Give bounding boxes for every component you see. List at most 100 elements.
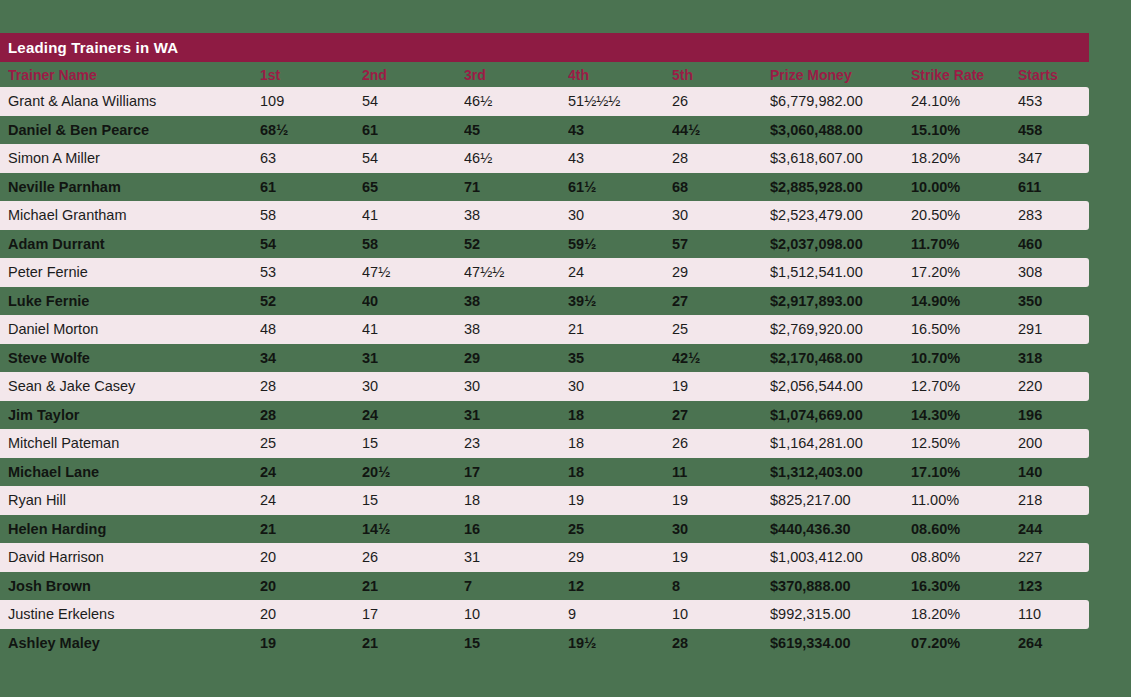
table-row: Michael Grantham5841383030$2,523,479.002… (0, 201, 1089, 230)
cell-third: 38 (464, 293, 568, 309)
cell-first: 28 (260, 407, 362, 423)
cell-fifth: 8 (672, 578, 770, 594)
cell-first: 19 (260, 635, 362, 651)
cell-third: 46½ (464, 93, 568, 109)
cell-fifth: 42½ (672, 350, 770, 366)
cell-first: 109 (260, 93, 362, 109)
cell-first: 58 (260, 207, 362, 223)
cell-prize-money: $2,037,098.00 (770, 236, 911, 252)
cell-prize-money: $3,618,607.00 (770, 150, 911, 166)
cell-third: 15 (464, 635, 568, 651)
cell-fourth: 59½ (568, 236, 672, 252)
cell-trainer-name: Michael Grantham (8, 207, 260, 223)
cell-strike-rate: 08.80% (911, 549, 1018, 565)
cell-prize-money: $3,060,488.00 (770, 122, 911, 138)
cell-fifth: 11 (672, 464, 770, 480)
cell-fourth: 35 (568, 350, 672, 366)
cell-first: 53 (260, 264, 362, 280)
cell-prize-money: $992,315.00 (770, 606, 911, 622)
cell-first: 54 (260, 236, 362, 252)
cell-prize-money: $1,512,541.00 (770, 264, 911, 280)
page-background: { "page": { "background_color": "#4b7351… (0, 0, 1131, 697)
cell-first: 20 (260, 578, 362, 594)
cell-strike-rate: 14.30% (911, 407, 1018, 423)
cell-second: 20½ (362, 464, 464, 480)
cell-third: 23 (464, 435, 568, 451)
cell-fourth: 43 (568, 122, 672, 138)
cell-second: 47½ (362, 264, 464, 280)
cell-fourth: 21 (568, 321, 672, 337)
cell-third: 38 (464, 207, 568, 223)
cell-trainer-name: Luke Fernie (8, 293, 260, 309)
cell-fourth: 19½ (568, 635, 672, 651)
column-header-second: 2nd (362, 67, 464, 83)
cell-starts: 220 (1018, 378, 1089, 394)
cell-fourth: 30 (568, 378, 672, 394)
cell-fifth: 10 (672, 606, 770, 622)
cell-prize-money: $2,917,893.00 (770, 293, 911, 309)
cell-first: 24 (260, 492, 362, 508)
cell-trainer-name: Helen Harding (8, 521, 260, 537)
cell-fifth: 28 (672, 635, 770, 651)
table-title-bar: Leading Trainers in WA (0, 33, 1089, 62)
cell-starts: 460 (1018, 236, 1089, 252)
cell-trainer-name: Sean & Jake Casey (8, 378, 260, 394)
cell-second: 31 (362, 350, 464, 366)
table-row: Daniel Morton4841382125$2,769,920.0016.5… (0, 315, 1089, 344)
cell-trainer-name: Mitchell Pateman (8, 435, 260, 451)
cell-trainer-name: David Harrison (8, 549, 260, 565)
cell-first: 20 (260, 606, 362, 622)
cell-starts: 453 (1018, 93, 1089, 109)
cell-starts: 347 (1018, 150, 1089, 166)
table-row: Simon A Miller635446½4328$3,618,607.0018… (0, 144, 1089, 173)
cell-first: 28 (260, 378, 362, 394)
cell-fourth: 18 (568, 435, 672, 451)
cell-prize-money: $2,523,479.00 (770, 207, 911, 223)
cell-prize-money: $2,170,468.00 (770, 350, 911, 366)
cell-fifth: 57 (672, 236, 770, 252)
cell-fifth: 26 (672, 435, 770, 451)
table-row: Peter Fernie5347½47½½2429$1,512,541.0017… (0, 258, 1089, 287)
cell-starts: 318 (1018, 350, 1089, 366)
cell-strike-rate: 10.00% (911, 179, 1018, 195)
table-row: Sean & Jake Casey2830303019$2,056,544.00… (0, 372, 1089, 401)
cell-trainer-name: Grant & Alana Williams (8, 93, 260, 109)
cell-prize-money: $1,074,669.00 (770, 407, 911, 423)
table-row: Justine Erkelens201710910$992,315.0018.2… (0, 600, 1089, 629)
cell-strike-rate: 18.20% (911, 606, 1018, 622)
cell-third: 29 (464, 350, 568, 366)
cell-strike-rate: 18.20% (911, 150, 1018, 166)
cell-strike-rate: 24.10% (911, 93, 1018, 109)
cell-second: 15 (362, 492, 464, 508)
cell-second: 54 (362, 93, 464, 109)
cell-third: 47½½ (464, 264, 568, 280)
cell-trainer-name: Josh Brown (8, 578, 260, 594)
column-header-fifth: 5th (672, 67, 770, 83)
cell-trainer-name: Peter Fernie (8, 264, 260, 280)
cell-first: 68½ (260, 122, 362, 138)
cell-strike-rate: 07.20% (911, 635, 1018, 651)
cell-starts: 227 (1018, 549, 1089, 565)
cell-fourth: 30 (568, 207, 672, 223)
cell-prize-money: $1,312,403.00 (770, 464, 911, 480)
cell-trainer-name: Jim Taylor (8, 407, 260, 423)
cell-third: 17 (464, 464, 568, 480)
cell-trainer-name: Adam Durrant (8, 236, 260, 252)
cell-strike-rate: 11.00% (911, 492, 1018, 508)
cell-starts: 140 (1018, 464, 1089, 480)
cell-prize-money: $619,334.00 (770, 635, 911, 651)
cell-strike-rate: 12.70% (911, 378, 1018, 394)
cell-strike-rate: 20.50% (911, 207, 1018, 223)
cell-third: 31 (464, 407, 568, 423)
cell-third: 71 (464, 179, 568, 195)
cell-first: 20 (260, 549, 362, 565)
table-row: Mitchell Pateman2515231826$1,164,281.001… (0, 429, 1089, 458)
cell-fifth: 44½ (672, 122, 770, 138)
column-header-third: 3rd (464, 67, 568, 83)
column-header-prize-money: Prize Money (770, 67, 911, 83)
cell-fifth: 30 (672, 521, 770, 537)
cell-strike-rate: 15.10% (911, 122, 1018, 138)
cell-prize-money: $825,217.00 (770, 492, 911, 508)
cell-fourth: 25 (568, 521, 672, 537)
cell-fifth: 19 (672, 549, 770, 565)
